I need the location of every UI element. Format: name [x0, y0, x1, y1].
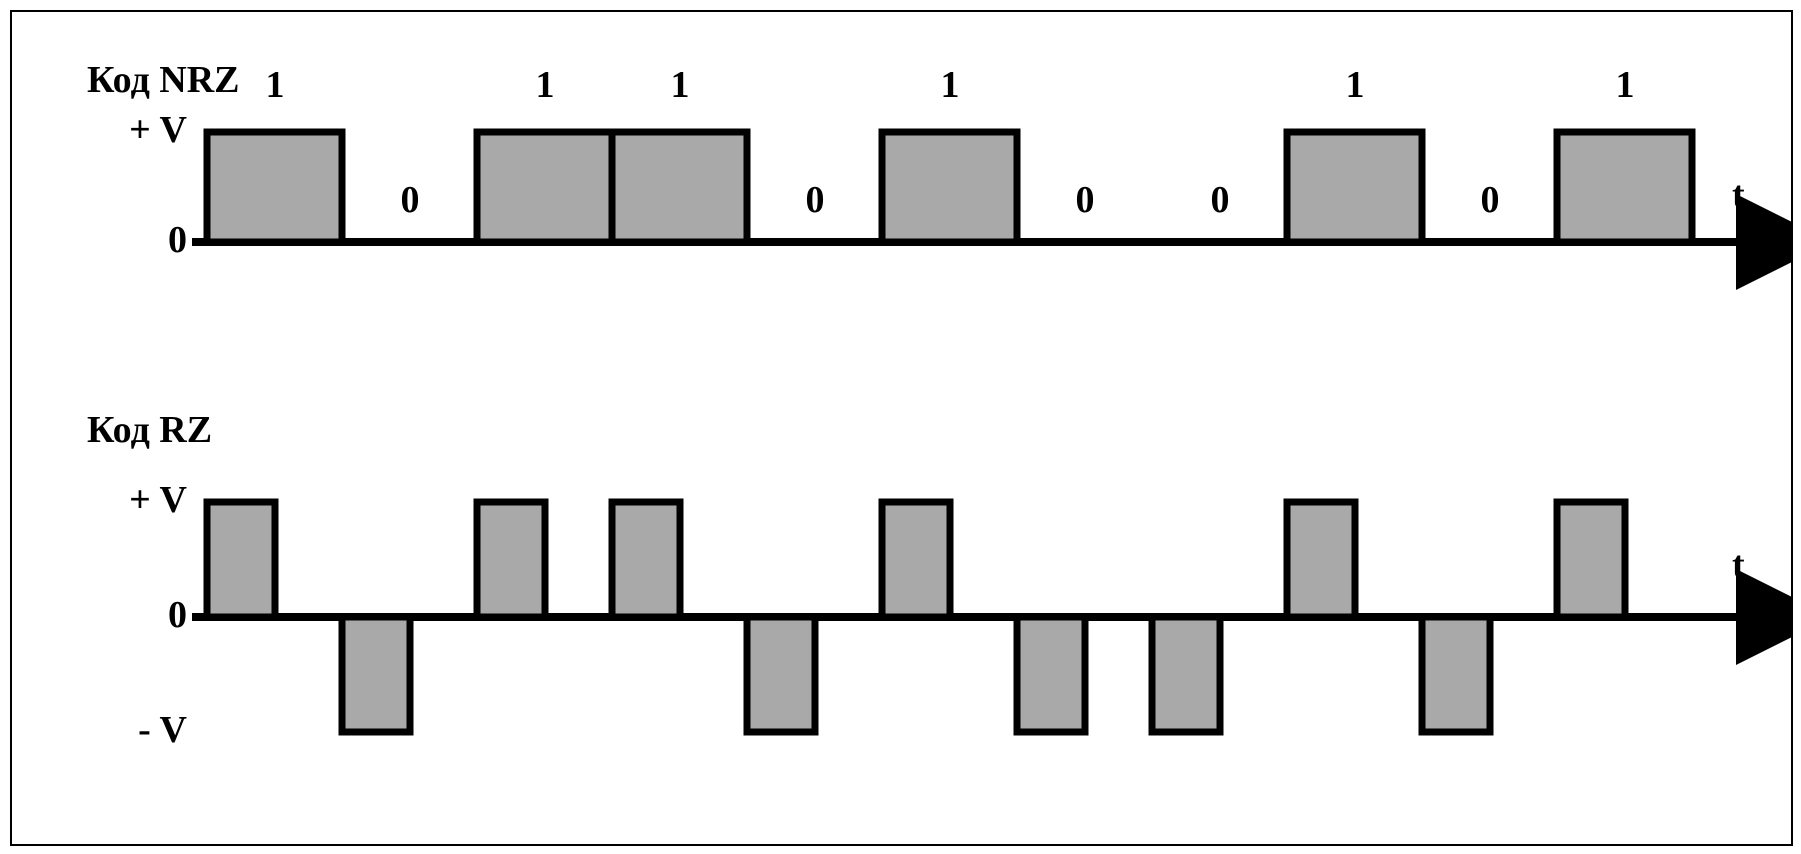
- rz-pulse-positive: [207, 502, 275, 617]
- bit-label: 0: [806, 179, 825, 221]
- bit-label: 0: [1481, 179, 1500, 221]
- rz-pulse-negative: [747, 617, 815, 732]
- nrz-pulse: [1287, 132, 1422, 242]
- bit-label: 0: [1076, 179, 1095, 221]
- nrz-zero-label: 0: [168, 219, 187, 261]
- bit-label: 1: [536, 64, 555, 106]
- rz-pulse-negative: [1017, 617, 1085, 732]
- rz-pulse-positive: [882, 502, 950, 617]
- nrz-pulse: [882, 132, 1017, 242]
- bit-label: 1: [1616, 64, 1635, 106]
- rz-title: Код RZ: [87, 409, 212, 451]
- rz-pulse-positive: [1557, 502, 1625, 617]
- nrz-title: Код NRZ: [87, 59, 240, 101]
- bit-label: 0: [401, 179, 420, 221]
- rz-pulse-negative: [1422, 617, 1490, 732]
- nrz-t-label: t: [1732, 174, 1745, 216]
- nrz-pulse: [477, 132, 612, 242]
- rz-pulse-positive: [1287, 502, 1355, 617]
- rz-t-label: t: [1732, 544, 1745, 586]
- rz-pulse-positive: [477, 502, 545, 617]
- bit-label: 0: [1211, 179, 1230, 221]
- diagram-frame: Код NRZ + V 0 t 1 0 1 1 0 1 0 0 1 0 1 Код RZ + V 0…: [10, 10, 1793, 846]
- bit-label: 1: [941, 64, 960, 106]
- encoding-diagram: Код NRZ + V 0 t 1 0 1 1 0 1 0 0 1 0 1 Код RZ + V 0…: [12, 12, 1791, 844]
- rz-minus-v-label: - V: [138, 709, 187, 751]
- nrz-plus-v-label: + V: [129, 109, 187, 151]
- rz-zero-label: 0: [168, 594, 187, 636]
- rz-pulse-positive: [612, 502, 680, 617]
- nrz-pulses: [207, 132, 1692, 242]
- rz-pulse-negative: [1152, 617, 1220, 732]
- nrz-pulse: [207, 132, 342, 242]
- nrz-pulse: [1557, 132, 1692, 242]
- bit-label: 1: [671, 64, 690, 106]
- bit-label: 1: [266, 64, 285, 106]
- nrz-pulse: [612, 132, 747, 242]
- rz-plus-v-label: + V: [129, 479, 187, 521]
- rz-pulse-negative: [342, 617, 410, 732]
- bit-label: 1: [1346, 64, 1365, 106]
